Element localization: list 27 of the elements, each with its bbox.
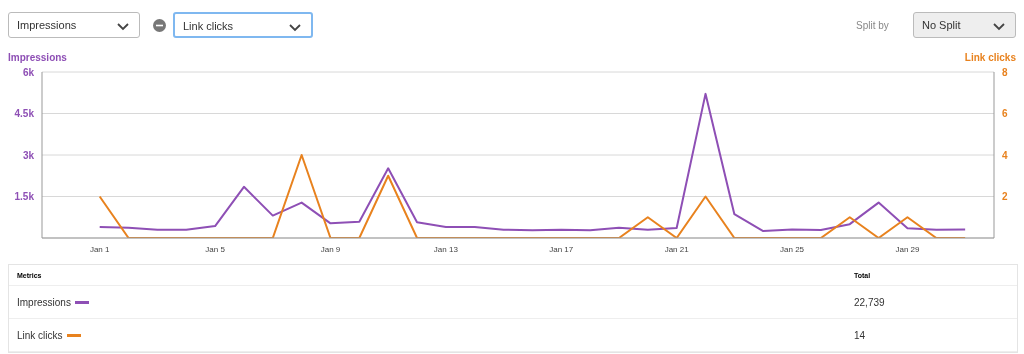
legend-label: Impressions bbox=[17, 296, 72, 308]
legend-label: Link clicks bbox=[17, 329, 64, 341]
y2-tick-label: 4 bbox=[1002, 149, 1008, 161]
x-tick-label: Jan 17 bbox=[549, 244, 574, 254]
y2-axis-title: Link clicks bbox=[964, 52, 1016, 63]
x-tick-label: Jan 25 bbox=[780, 244, 805, 254]
y-tick-label: 3k bbox=[22, 149, 35, 161]
y2-tick-label: 8 bbox=[1002, 66, 1008, 78]
y-axis-title: Impressions bbox=[8, 52, 67, 63]
y-tick-label: 4.5k bbox=[14, 108, 35, 120]
text: Link clicks bbox=[183, 20, 234, 32]
y2-tick-label: 2 bbox=[1002, 191, 1008, 203]
x-tick-label: Jan 29 bbox=[895, 244, 921, 254]
text: Split by bbox=[856, 20, 889, 31]
x-tick-label: Jan 13 bbox=[433, 244, 459, 254]
x-tick-label: Jan 21 bbox=[664, 244, 690, 254]
text: 22,739 bbox=[854, 296, 886, 308]
text: 14 bbox=[854, 329, 867, 341]
x-tick-label: Jan 5 bbox=[205, 244, 226, 254]
text: No Split bbox=[922, 19, 961, 31]
x-tick-label: Jan 9 bbox=[320, 244, 341, 254]
x-tick-label: Jan 1 bbox=[89, 244, 111, 254]
text: Impressions bbox=[17, 19, 77, 31]
y-tick-label: 1.5k bbox=[14, 191, 35, 203]
line-series bbox=[98, 92, 967, 233]
y2-tick-label: 6 bbox=[1002, 108, 1008, 120]
y-tick-label: 6k bbox=[22, 66, 35, 78]
